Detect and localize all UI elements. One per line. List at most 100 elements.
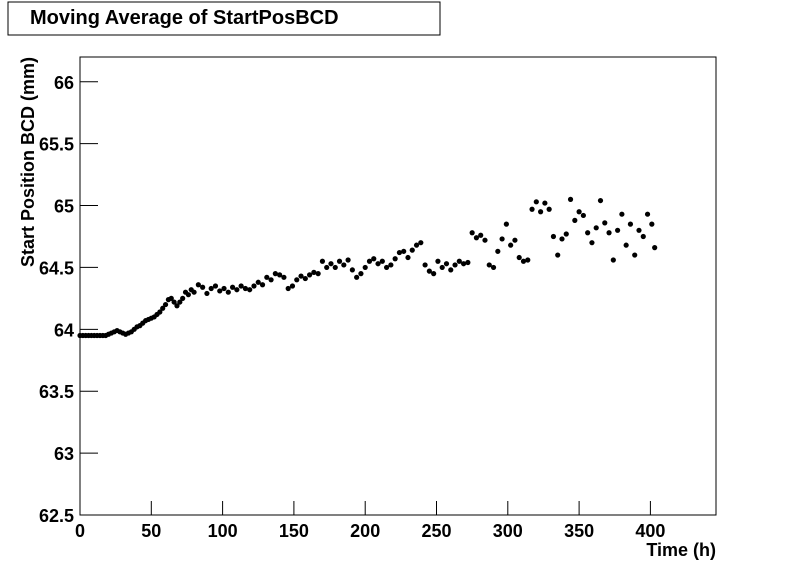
point	[336, 258, 343, 264]
point	[354, 274, 360, 280]
point	[264, 274, 270, 280]
y-tick-label: 63	[54, 444, 74, 464]
point	[177, 299, 183, 305]
point	[486, 262, 492, 268]
point	[593, 225, 599, 231]
x-tick-label: 100	[208, 521, 238, 541]
point	[418, 240, 424, 246]
point	[306, 272, 313, 278]
point	[520, 258, 527, 264]
point	[251, 283, 257, 289]
y-tick-label: 65	[54, 197, 74, 217]
point	[512, 237, 518, 243]
point	[208, 285, 214, 292]
point	[200, 284, 206, 290]
x-tick-label: 50	[141, 521, 161, 541]
point	[358, 271, 364, 277]
point	[533, 199, 539, 205]
x-tick-label: 150	[279, 521, 309, 541]
point	[315, 271, 321, 277]
point	[217, 288, 223, 294]
point	[185, 292, 191, 298]
point	[277, 272, 283, 278]
point	[294, 277, 300, 283]
point	[589, 240, 595, 246]
point	[229, 284, 236, 290]
point	[332, 264, 338, 271]
point	[615, 227, 621, 233]
plot-frame	[79, 56, 717, 516]
point	[473, 235, 480, 241]
point	[171, 299, 177, 305]
point	[281, 274, 287, 280]
point	[443, 261, 450, 267]
point	[388, 262, 394, 268]
point	[195, 282, 201, 288]
x-axis-label: Time (h)	[646, 540, 716, 560]
point	[499, 236, 505, 242]
point	[345, 257, 351, 263]
point	[602, 220, 608, 226]
point	[627, 221, 634, 227]
point	[482, 237, 488, 243]
point	[349, 267, 355, 273]
point	[563, 231, 569, 237]
point	[268, 277, 274, 283]
point	[212, 283, 219, 289]
point	[238, 283, 244, 289]
point	[465, 259, 471, 266]
x-tick-label: 400	[635, 521, 665, 541]
point	[413, 242, 420, 248]
point	[597, 197, 604, 204]
point	[644, 211, 651, 217]
point	[160, 305, 166, 311]
point	[640, 233, 646, 240]
point	[585, 230, 591, 236]
point	[636, 227, 642, 233]
point	[572, 217, 578, 223]
point	[555, 252, 561, 258]
point	[508, 242, 514, 248]
point	[234, 287, 240, 293]
x-tick-label: 350	[564, 521, 594, 541]
y-axis-label: Start Position BCD (mm)	[18, 57, 38, 267]
point	[405, 254, 411, 261]
title-box	[7, 1, 441, 36]
point	[225, 289, 231, 295]
point	[285, 285, 291, 292]
y-tick-label: 66	[54, 73, 74, 93]
point	[289, 283, 296, 289]
point	[302, 275, 308, 282]
point	[162, 301, 169, 308]
point	[204, 290, 210, 297]
point	[341, 262, 347, 268]
y-tick-label: 64.5	[39, 258, 74, 278]
point	[401, 248, 407, 254]
point	[559, 236, 565, 242]
point	[435, 258, 441, 264]
point	[649, 221, 655, 227]
point	[495, 248, 501, 254]
point	[272, 271, 278, 277]
point	[652, 245, 658, 251]
point	[610, 257, 616, 263]
point	[379, 258, 385, 264]
point	[550, 233, 557, 240]
y-tick-label: 62.5	[39, 506, 74, 526]
point	[168, 295, 174, 301]
point	[319, 258, 326, 264]
point	[409, 247, 415, 253]
point	[456, 258, 462, 264]
x-tick-label: 250	[421, 521, 451, 541]
point	[366, 258, 373, 264]
point	[529, 206, 535, 212]
point	[623, 242, 629, 248]
point	[503, 221, 509, 227]
point	[478, 232, 484, 238]
point	[431, 271, 437, 277]
point	[426, 268, 432, 274]
point	[576, 209, 582, 215]
